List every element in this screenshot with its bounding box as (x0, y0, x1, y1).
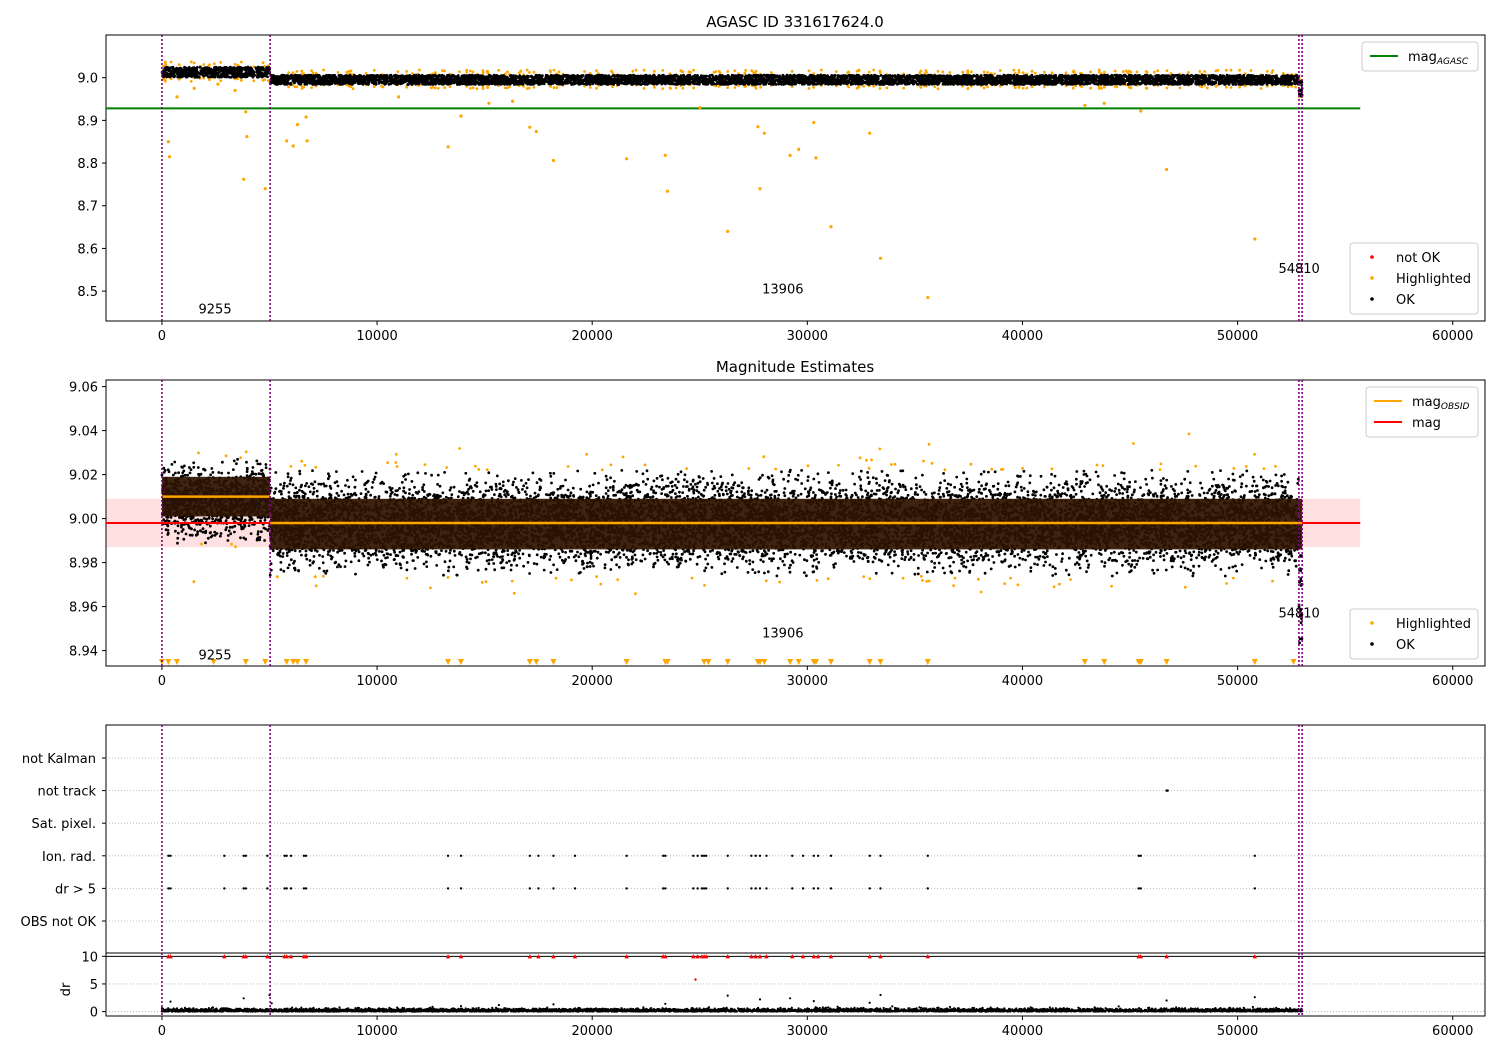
panel-title: AGASC ID 331617624.0 (706, 13, 884, 31)
legend-box (1349, 608, 1479, 660)
legend: magAGASC (1361, 41, 1479, 72)
y-tick-label: 8.96 (69, 601, 98, 616)
y-tick-label: 0 (90, 1006, 98, 1021)
y-tick-label: 8.5 (77, 285, 98, 300)
y-tick-label: 8.98 (69, 557, 98, 572)
legend-dot-swatch (1370, 621, 1374, 625)
clipped-low-markers (158, 659, 1297, 665)
y-tick-label: 8.9 (77, 114, 98, 129)
legend-box (1361, 41, 1479, 72)
x-tick-label: 60000 (1432, 329, 1473, 344)
legend-label: OK (1396, 638, 1415, 653)
flag-points (1165, 789, 1169, 792)
y-tick-label: 5 (90, 978, 98, 993)
flag-category-label: dr > 5 (55, 882, 96, 897)
obs-annotation: 9255 (199, 302, 232, 317)
y-tick-label: 9.06 (69, 381, 98, 396)
flag-category-label: not track (37, 785, 96, 800)
x-tick-label: 0 (158, 1024, 166, 1039)
y-tick-label: 9.02 (69, 469, 98, 484)
legend: not OK Highlighted OK (1349, 242, 1479, 315)
y-tick-label: 8.8 (77, 157, 98, 172)
y-tick-label: 10 (81, 950, 98, 965)
dr-panel: 0 10000 20000 30000 40000 50000 60000 0 5 10 dr (59, 950, 1486, 1039)
obs-annotation: 13906 (762, 282, 803, 297)
obs-annotation: 54810 (1278, 607, 1319, 622)
axes-frame (105, 34, 1486, 322)
x-tick-label: 60000 (1432, 1024, 1473, 1039)
obs-annotation: 13906 (762, 626, 803, 641)
x-tick-label: 10000 (356, 1024, 397, 1039)
legend-label: OK (1396, 293, 1415, 308)
axes-frame (105, 952, 1486, 1017)
flag-category-label: not Kalman (22, 752, 96, 767)
x-tick-label: 0 (158, 329, 166, 344)
x-tick-label: 40000 (1002, 1024, 1043, 1039)
legend-label: not OK (1396, 251, 1441, 266)
x-tick-label: 40000 (1002, 329, 1043, 344)
y-tick-label: 9.00 (69, 513, 98, 528)
legend-dot-swatch (1370, 642, 1374, 646)
y-tick-label: 9.0 (77, 72, 98, 87)
flag-category-label: Sat. pixel. (32, 817, 96, 832)
y-tick-label: 8.7 (77, 200, 98, 215)
legend-label: Highlighted (1396, 617, 1471, 632)
legend-label: mag (1412, 416, 1441, 431)
obs-annotation: 54810 (1278, 262, 1319, 277)
x-tick-label: 60000 (1432, 674, 1473, 689)
x-tick-label: 40000 (1002, 674, 1043, 689)
dr-not-ok-point (694, 978, 697, 981)
x-tick-label: 20000 (572, 329, 613, 344)
flag-category-label: OBS not OK (21, 915, 97, 930)
legend-box (1365, 386, 1479, 438)
dr-points (160, 1003, 1304, 1013)
x-tick-label: 50000 (1217, 329, 1258, 344)
ok-points (160, 65, 1304, 98)
y-tick-label: 8.94 (69, 645, 98, 660)
x-tick-label: 30000 (787, 1024, 828, 1039)
y-tick-label: 8.6 (77, 242, 98, 257)
x-tick-label: 10000 (356, 674, 397, 689)
x-tick-label: 50000 (1217, 674, 1258, 689)
legend-dot-swatch (1370, 255, 1374, 259)
obs-annotation: 9255 (199, 648, 232, 663)
x-tick-label: 20000 (572, 1024, 613, 1039)
x-tick-label: 30000 (787, 329, 828, 344)
flag-category-label: Ion. rad. (42, 850, 96, 865)
legend-dot-swatch (1370, 297, 1374, 301)
x-tick-label: 50000 (1217, 1024, 1258, 1039)
x-tick-label: 20000 (572, 674, 613, 689)
legend-box (1349, 242, 1479, 315)
ok-points (160, 457, 1304, 645)
y-tick-label: 9.04 (69, 425, 98, 440)
agasc-magnitude-panel: AGASC ID 331617624.0 0 10000 20000 30000 400… (77, 13, 1486, 344)
legend-label: Highlighted (1396, 272, 1471, 287)
x-tick-label: 30000 (787, 674, 828, 689)
panel-title: Magnitude Estimates (716, 358, 874, 376)
legend-dot-swatch (1370, 276, 1374, 280)
legend: Highlighted OK (1349, 608, 1479, 660)
x-tick-label: 0 (158, 674, 166, 689)
x-tick-label: 10000 (356, 329, 397, 344)
dr-axis-label: dr (59, 982, 74, 996)
magnitude-estimates-panel: Magnitude Estimates 0 10000 20000 30000 4000… (69, 358, 1486, 689)
